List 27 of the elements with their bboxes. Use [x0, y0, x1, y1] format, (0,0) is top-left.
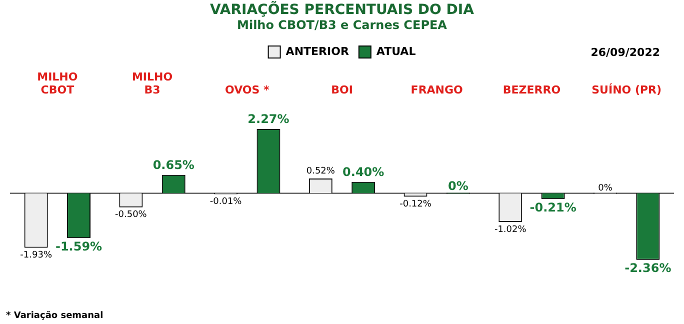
data-label: -0.01%	[210, 197, 242, 208]
data-label: -2.36%	[624, 261, 672, 276]
data-label: 0.52%	[306, 166, 336, 176]
legend-label: ATUAL	[376, 44, 416, 58]
x-tick-label: MILHO B3	[132, 70, 173, 97]
data-label: -1.59%	[55, 239, 102, 254]
data-label: -0.50%	[115, 210, 148, 220]
x-tick-label: BOI	[331, 84, 353, 97]
x-tick-label: OVOS *	[225, 84, 270, 97]
x-tick-label: FRANGO	[410, 84, 463, 97]
data-label: 0.65%	[152, 158, 194, 172]
data-label: -0.12%	[400, 199, 432, 210]
chart-title: VARIAÇÕES PERCENTUAIS DO DIA	[209, 0, 475, 18]
data-label: 2.27%	[248, 112, 290, 126]
data-label: 0%	[598, 184, 613, 194]
data-label: -1.02%	[494, 224, 527, 235]
x-tick-label: BEZERRO	[502, 84, 561, 97]
text: 26/09/2022	[590, 46, 660, 59]
text: * Variação semanal	[6, 311, 104, 321]
data-label: -0.21%	[530, 200, 576, 214]
chart-subtitle: Milho CBOT/B3 e Carnes CEPEA	[236, 18, 448, 32]
x-tick-label: SUÍNO (PR)	[592, 82, 662, 97]
legend-label: ANTERIOR	[286, 44, 350, 58]
x-tick-label: MILHO CBOT	[37, 70, 78, 97]
data-label: 0.40%	[342, 165, 384, 180]
data-label: -1.93%	[20, 250, 52, 261]
data-label: 0%	[448, 178, 468, 193]
